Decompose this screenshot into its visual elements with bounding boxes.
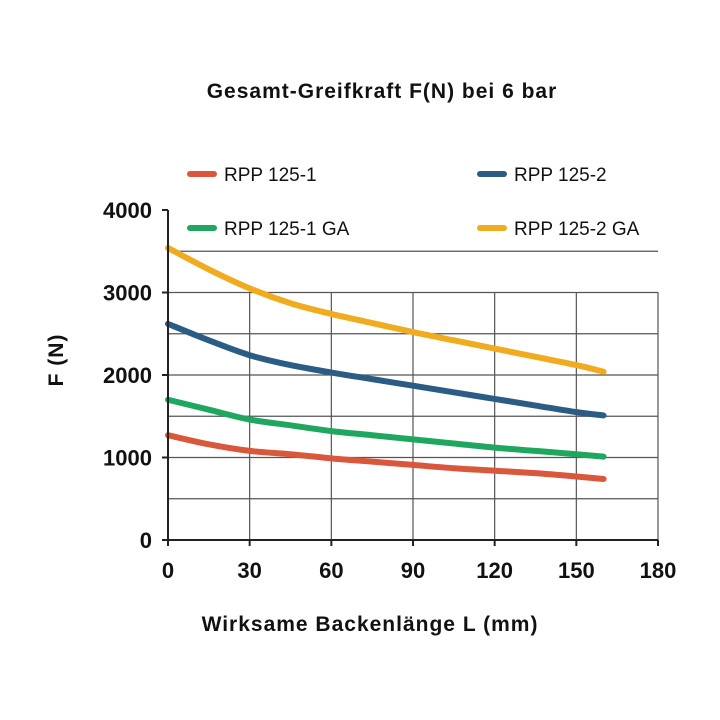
- legend-label: RPP 125-2 GA: [514, 219, 640, 240]
- x-tick-label: 30: [237, 558, 261, 583]
- x-tick-label: 150: [558, 558, 595, 583]
- axes: 0 30 60 90 120 150 180 0 1000 2000 3000 4000: [103, 198, 676, 583]
- legend-label: RPP 125-1 GA: [224, 219, 350, 240]
- y-tick-label: 0: [140, 528, 152, 553]
- y-tick-label: 1000: [103, 446, 152, 471]
- grid: [168, 250, 659, 540]
- legend: RPP 125-1 RPP 125-2 RPP 125-1 GA RPP 125-2 …: [187, 165, 640, 240]
- y-tick-label: 3000: [103, 281, 152, 306]
- series-line: [165, 244, 607, 375]
- y-tick-label: 4000: [103, 198, 152, 223]
- x-tick-label: 90: [401, 558, 425, 583]
- series-line: [165, 396, 607, 460]
- y-tick-label: 2000: [103, 363, 152, 388]
- legend-label: RPP 125-2: [514, 165, 607, 186]
- x-tick-label: 60: [319, 558, 343, 583]
- x-tick-label: 120: [476, 558, 513, 583]
- chart-title: Gesamt-Greifkraft F(N) bei 6 bar: [207, 80, 558, 103]
- series-line: [165, 432, 607, 482]
- series-line: [165, 320, 607, 419]
- legend-label: RPP 125-1: [224, 165, 317, 186]
- series-layer: [165, 244, 607, 482]
- x-tick-label: 0: [162, 558, 174, 583]
- x-axis-label: Wirksame Backenlänge L (mm): [202, 613, 539, 636]
- x-tick-label: 180: [640, 558, 677, 583]
- y-axis-label: F (N): [45, 334, 68, 387]
